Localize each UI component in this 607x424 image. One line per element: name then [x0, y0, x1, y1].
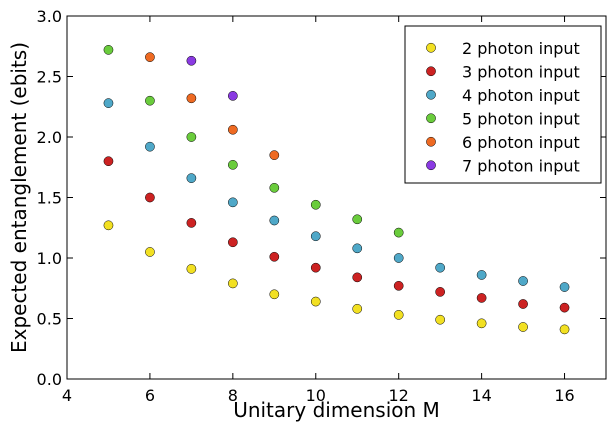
- legend-label: 2 photon input: [462, 39, 580, 58]
- data-point: [186, 173, 197, 183]
- data-point: [393, 280, 404, 291]
- x-tick-label: 6: [145, 386, 155, 405]
- data-point: [227, 124, 238, 135]
- data-point: [269, 251, 280, 262]
- y-axis-title: Expected entanglement (ebits): [7, 42, 31, 353]
- data-point: [310, 199, 321, 210]
- data-point: [103, 156, 114, 167]
- data-point: [186, 218, 197, 228]
- data-point: [227, 91, 238, 101]
- legend-marker: [426, 136, 436, 147]
- data-point: [269, 182, 280, 193]
- x-tick-label: 10: [306, 386, 326, 405]
- legend-label: 7 photon input: [462, 156, 580, 175]
- data-point: [103, 45, 114, 55]
- data-point: [186, 93, 197, 104]
- data-point: [518, 276, 528, 286]
- data-point: [393, 227, 404, 238]
- data-point: [269, 150, 280, 160]
- series-2-photon: [103, 220, 570, 335]
- y-tick-label: 2.5: [37, 68, 62, 87]
- y-tick-label: 2.0: [37, 128, 62, 147]
- x-tick-label: 8: [228, 386, 238, 405]
- data-point: [352, 243, 363, 254]
- x-tick-label: 4: [62, 386, 72, 405]
- x-tick-label: 12: [389, 386, 409, 405]
- data-point: [476, 270, 487, 280]
- legend-marker: [426, 89, 436, 100]
- legend-marker: [426, 113, 436, 124]
- legend-marker: [426, 160, 436, 171]
- data-point: [518, 322, 528, 332]
- data-point: [518, 299, 528, 309]
- data-point: [559, 302, 570, 313]
- legend-label: 5 photon input: [462, 109, 580, 128]
- y-tick-label: 0.0: [37, 370, 62, 389]
- data-point: [476, 318, 487, 329]
- data-points: [103, 45, 570, 335]
- data-point: [145, 52, 155, 62]
- data-point: [186, 132, 197, 142]
- series-4-photon: [103, 98, 570, 292]
- axis-ticks: 4 6 8 10 12 14 16 0.0 0.5 1.0 1.5 2.0 2.5 3.0: [37, 7, 606, 405]
- data-point: [476, 293, 487, 303]
- data-point: [103, 220, 114, 231]
- data-point: [352, 272, 363, 283]
- y-tick-label: 3.0: [37, 7, 62, 26]
- data-point: [103, 98, 114, 108]
- data-point: [559, 324, 570, 335]
- x-tick-label: 16: [554, 386, 574, 405]
- data-point: [227, 278, 238, 289]
- data-point: [145, 141, 155, 152]
- data-point: [435, 314, 446, 325]
- y-tick-label: 0.5: [37, 310, 62, 329]
- data-point: [435, 262, 446, 273]
- legend-label: 3 photon input: [462, 62, 580, 81]
- legend-marker: [426, 42, 436, 53]
- data-point: [435, 287, 446, 297]
- series-6-photon: [145, 52, 280, 160]
- data-point: [269, 289, 280, 300]
- y-tick-label: 1.5: [37, 189, 62, 208]
- data-point: [227, 237, 238, 248]
- legend-label: 6 photon input: [462, 133, 580, 152]
- data-point: [310, 231, 321, 242]
- x-tick-label: 14: [471, 386, 491, 405]
- data-point: [227, 197, 238, 208]
- data-point: [352, 303, 363, 314]
- legend-label: 4 photon input: [462, 86, 580, 105]
- x-axis-title: Unitary dimension M: [233, 398, 440, 422]
- data-point: [559, 282, 570, 292]
- data-point: [310, 262, 321, 273]
- data-point: [227, 159, 238, 170]
- legend: 2 photon input 3 photon input 4 photon inp…: [404, 25, 602, 184]
- data-point: [145, 95, 155, 106]
- data-point: [145, 247, 155, 257]
- data-point: [269, 215, 280, 226]
- legend-box: [404, 25, 602, 184]
- legend-marker: [426, 66, 436, 77]
- data-point: [352, 214, 363, 225]
- data-point: [145, 192, 155, 203]
- data-point: [186, 264, 197, 274]
- y-tick-label: 1.0: [37, 249, 62, 268]
- data-point: [186, 55, 197, 66]
- series-7-photon: [186, 55, 238, 101]
- data-point: [393, 253, 404, 263]
- data-point: [310, 296, 321, 307]
- series-5-photon: [103, 45, 404, 238]
- data-point: [393, 310, 404, 320]
- series-3-photon: [103, 156, 570, 313]
